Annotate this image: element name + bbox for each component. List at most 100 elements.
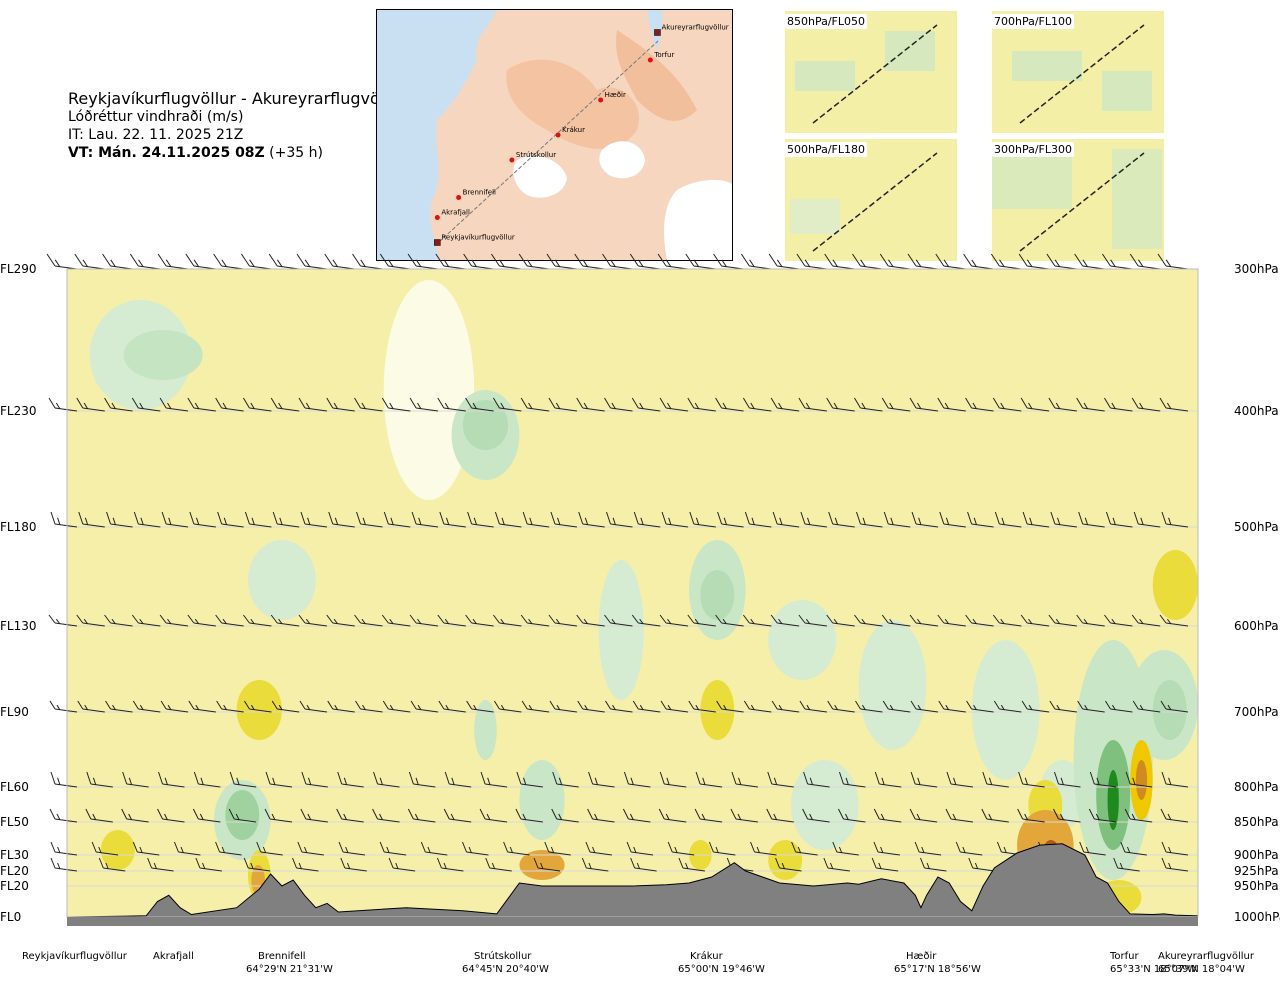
- wind-barb: [1077, 700, 1105, 713]
- wind-barb: [695, 771, 723, 788]
- wind-barb: [268, 253, 300, 270]
- svg-text:Strútskollur: Strútskollur: [516, 151, 556, 159]
- pressure-level-label: 600hPa: [1234, 619, 1279, 633]
- svg-text:Brennifell: Brennifell: [463, 189, 496, 197]
- wind-barb: [1129, 253, 1161, 270]
- waypoint-name: Hæðir: [906, 951, 937, 962]
- wind-barb: [187, 614, 216, 627]
- pressure-level-label: 500hPa: [1234, 520, 1279, 534]
- wind-barb: [1102, 253, 1133, 270]
- velocity-contour-16: [700, 680, 735, 740]
- wind-barb: [629, 253, 661, 270]
- wind-barb: [1105, 700, 1133, 713]
- wind-barb: [265, 771, 293, 788]
- wind-barb: [1088, 808, 1117, 823]
- wind-barbs: [46, 253, 1189, 872]
- wind-barb: [381, 614, 411, 627]
- wind-barb: [967, 511, 994, 528]
- wind-barb: [1049, 700, 1077, 713]
- wind-barb: [730, 808, 759, 823]
- wind-barb: [242, 397, 272, 412]
- wind-barb: [76, 614, 105, 627]
- wind-barb: [1160, 700, 1189, 713]
- wind-barb: [1078, 511, 1105, 528]
- wind-barb: [548, 614, 578, 627]
- thumbnail-300-map: [992, 139, 1164, 261]
- wind-barb: [1022, 511, 1050, 528]
- wind-barb: [437, 397, 466, 412]
- wind-barb: [229, 771, 257, 788]
- velocity-contour-22: [790, 760, 859, 850]
- wind-barb: [479, 808, 508, 823]
- wind-barb: [661, 511, 689, 528]
- wind-barb: [1161, 857, 1189, 872]
- wind-barb: [436, 857, 464, 872]
- wind-barb: [576, 397, 605, 412]
- wind-barb: [131, 614, 161, 627]
- wind-barb: [1113, 857, 1140, 872]
- wind-barb: [91, 841, 119, 856]
- wind-barb: [147, 857, 174, 872]
- wind-barb: [731, 771, 759, 788]
- thumbnail-700[interactable]: 700hPa/FL100: [992, 11, 1164, 133]
- wind-barb: [189, 511, 216, 528]
- wind-barb: [270, 614, 300, 627]
- thumb-route: [1019, 24, 1145, 124]
- wind-barb: [800, 511, 827, 528]
- wind-barb: [937, 614, 966, 627]
- wind-barb: [492, 614, 522, 627]
- wind-barb: [106, 511, 133, 528]
- wind-barb: [771, 700, 800, 713]
- pressure-level-label: 400hPa: [1234, 404, 1279, 418]
- wind-barb: [632, 700, 661, 713]
- svg-text:Reykjavíkurflugvöllur: Reykjavíkurflugvöllur: [441, 234, 515, 242]
- wind-barb: [678, 857, 706, 872]
- wind-barb: [46, 253, 78, 270]
- wind-barb: [388, 857, 416, 872]
- wind-barb: [467, 511, 494, 528]
- wind-barb: [791, 841, 818, 856]
- wind-barb: [270, 397, 300, 412]
- wind-barb: [740, 253, 772, 270]
- wind-barb: [466, 700, 494, 713]
- sea-west: [377, 10, 497, 260]
- route-map-svg: Akureyrarflugvöllur Torfur Hæðir Krákur Strú…: [377, 10, 732, 260]
- wind-barb: [465, 397, 494, 412]
- wind-barb: [1050, 511, 1077, 528]
- wind-barb: [660, 700, 689, 713]
- wind-barb: [544, 841, 571, 856]
- pressure-level-label: 1000hPa: [1234, 910, 1280, 924]
- wind-barb: [550, 511, 578, 528]
- ground-strip: [67, 917, 1198, 926]
- wind-barb: [216, 700, 244, 713]
- wind-barb: [685, 253, 716, 270]
- wind-barb: [383, 511, 411, 528]
- wind-barb: [338, 841, 366, 856]
- svg-text:Hæðir: Hæðir: [605, 91, 626, 99]
- wind-barb: [98, 857, 126, 872]
- wind-barb: [122, 771, 149, 788]
- wind-barb: [1120, 841, 1147, 856]
- thumbnail-300[interactable]: 300hPa/FL300: [992, 139, 1164, 261]
- thumbnail-850[interactable]: 850hPa/FL050: [785, 11, 957, 133]
- wind-barb: [658, 808, 687, 823]
- wind-barb: [463, 253, 494, 270]
- waypoint-coord: 64°29'N 21°31'W: [246, 964, 333, 975]
- wind-barb: [823, 857, 850, 872]
- flight-level-label: FL180: [0, 520, 37, 534]
- wind-barb: [493, 700, 522, 713]
- velocity-contour-34: [519, 850, 565, 880]
- wind-barb: [914, 841, 942, 856]
- wind-barb: [873, 841, 901, 856]
- thumb-route: [812, 152, 938, 252]
- wind-barb: [228, 808, 257, 823]
- wind-barb: [217, 511, 244, 528]
- map-place-point: Brennifell: [456, 189, 496, 200]
- wind-barb: [824, 253, 855, 270]
- thumbnail-500[interactable]: 500hPa/FL180: [785, 139, 957, 261]
- wind-barb: [241, 253, 272, 270]
- wind-barb: [633, 511, 661, 528]
- wind-barb: [659, 397, 689, 412]
- wind-barb: [659, 771, 687, 788]
